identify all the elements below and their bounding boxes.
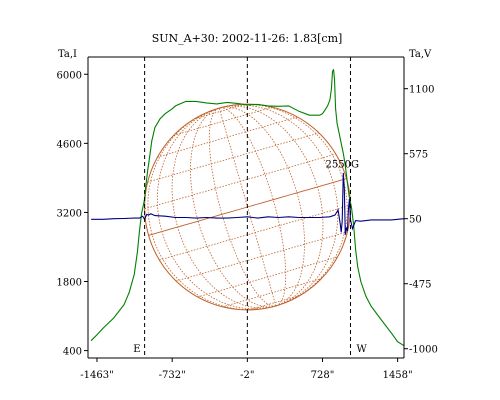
left-tick-label: 400 <box>63 347 82 358</box>
right-tick-label: -1000 <box>409 345 438 356</box>
west-limb-label: W <box>356 344 367 355</box>
longitude-line <box>147 107 276 311</box>
right-tick-label: 1100 <box>409 85 434 96</box>
latitude-line <box>249 294 301 311</box>
longitude-line <box>219 103 348 307</box>
x-tick-label: -732" <box>159 370 186 381</box>
longitude-line <box>208 107 276 307</box>
series-lines <box>90 69 405 347</box>
longitude-line <box>219 106 306 307</box>
longitude-line <box>219 107 287 307</box>
latitude-line <box>175 231 348 282</box>
active-region-annotation: 2550G <box>326 159 359 170</box>
left-tick-label: 3200 <box>57 208 82 219</box>
longitude-line <box>219 104 339 307</box>
left-tick-label: 4600 <box>57 139 82 150</box>
right-axis-label: Ta,V <box>409 49 432 60</box>
left-tick-label: 6000 <box>57 70 82 81</box>
right-tick-label: 50 <box>409 215 422 226</box>
right-tick-label: -475 <box>409 280 431 291</box>
latitude-line <box>222 278 322 308</box>
longitude-line <box>190 107 276 308</box>
polarization-series-line <box>91 172 405 235</box>
x-tick-label: -1463" <box>80 370 113 381</box>
axis-ticks: -1463" -732" -2" 728" 1458" 6000 4600 3200 1800 4… <box>57 70 438 381</box>
limb-markers: E W 2550G <box>133 57 367 358</box>
x-tick-label: -2" <box>240 370 254 381</box>
latitude-line <box>157 116 298 158</box>
east-limb-label: E <box>133 344 140 355</box>
x-tick-label: 728" <box>311 370 335 381</box>
left-axis-label: Ta,I <box>58 49 77 60</box>
chart-title: SUN_A+30: 2002-11-26: 1.83[cm] <box>152 32 343 45</box>
x-tick-label: 1458" <box>383 370 413 381</box>
right-tick-label: 575 <box>409 150 428 161</box>
intensity-series-line <box>90 69 405 347</box>
longitude-line <box>156 107 276 310</box>
left-tick-label: 1800 <box>57 278 82 289</box>
